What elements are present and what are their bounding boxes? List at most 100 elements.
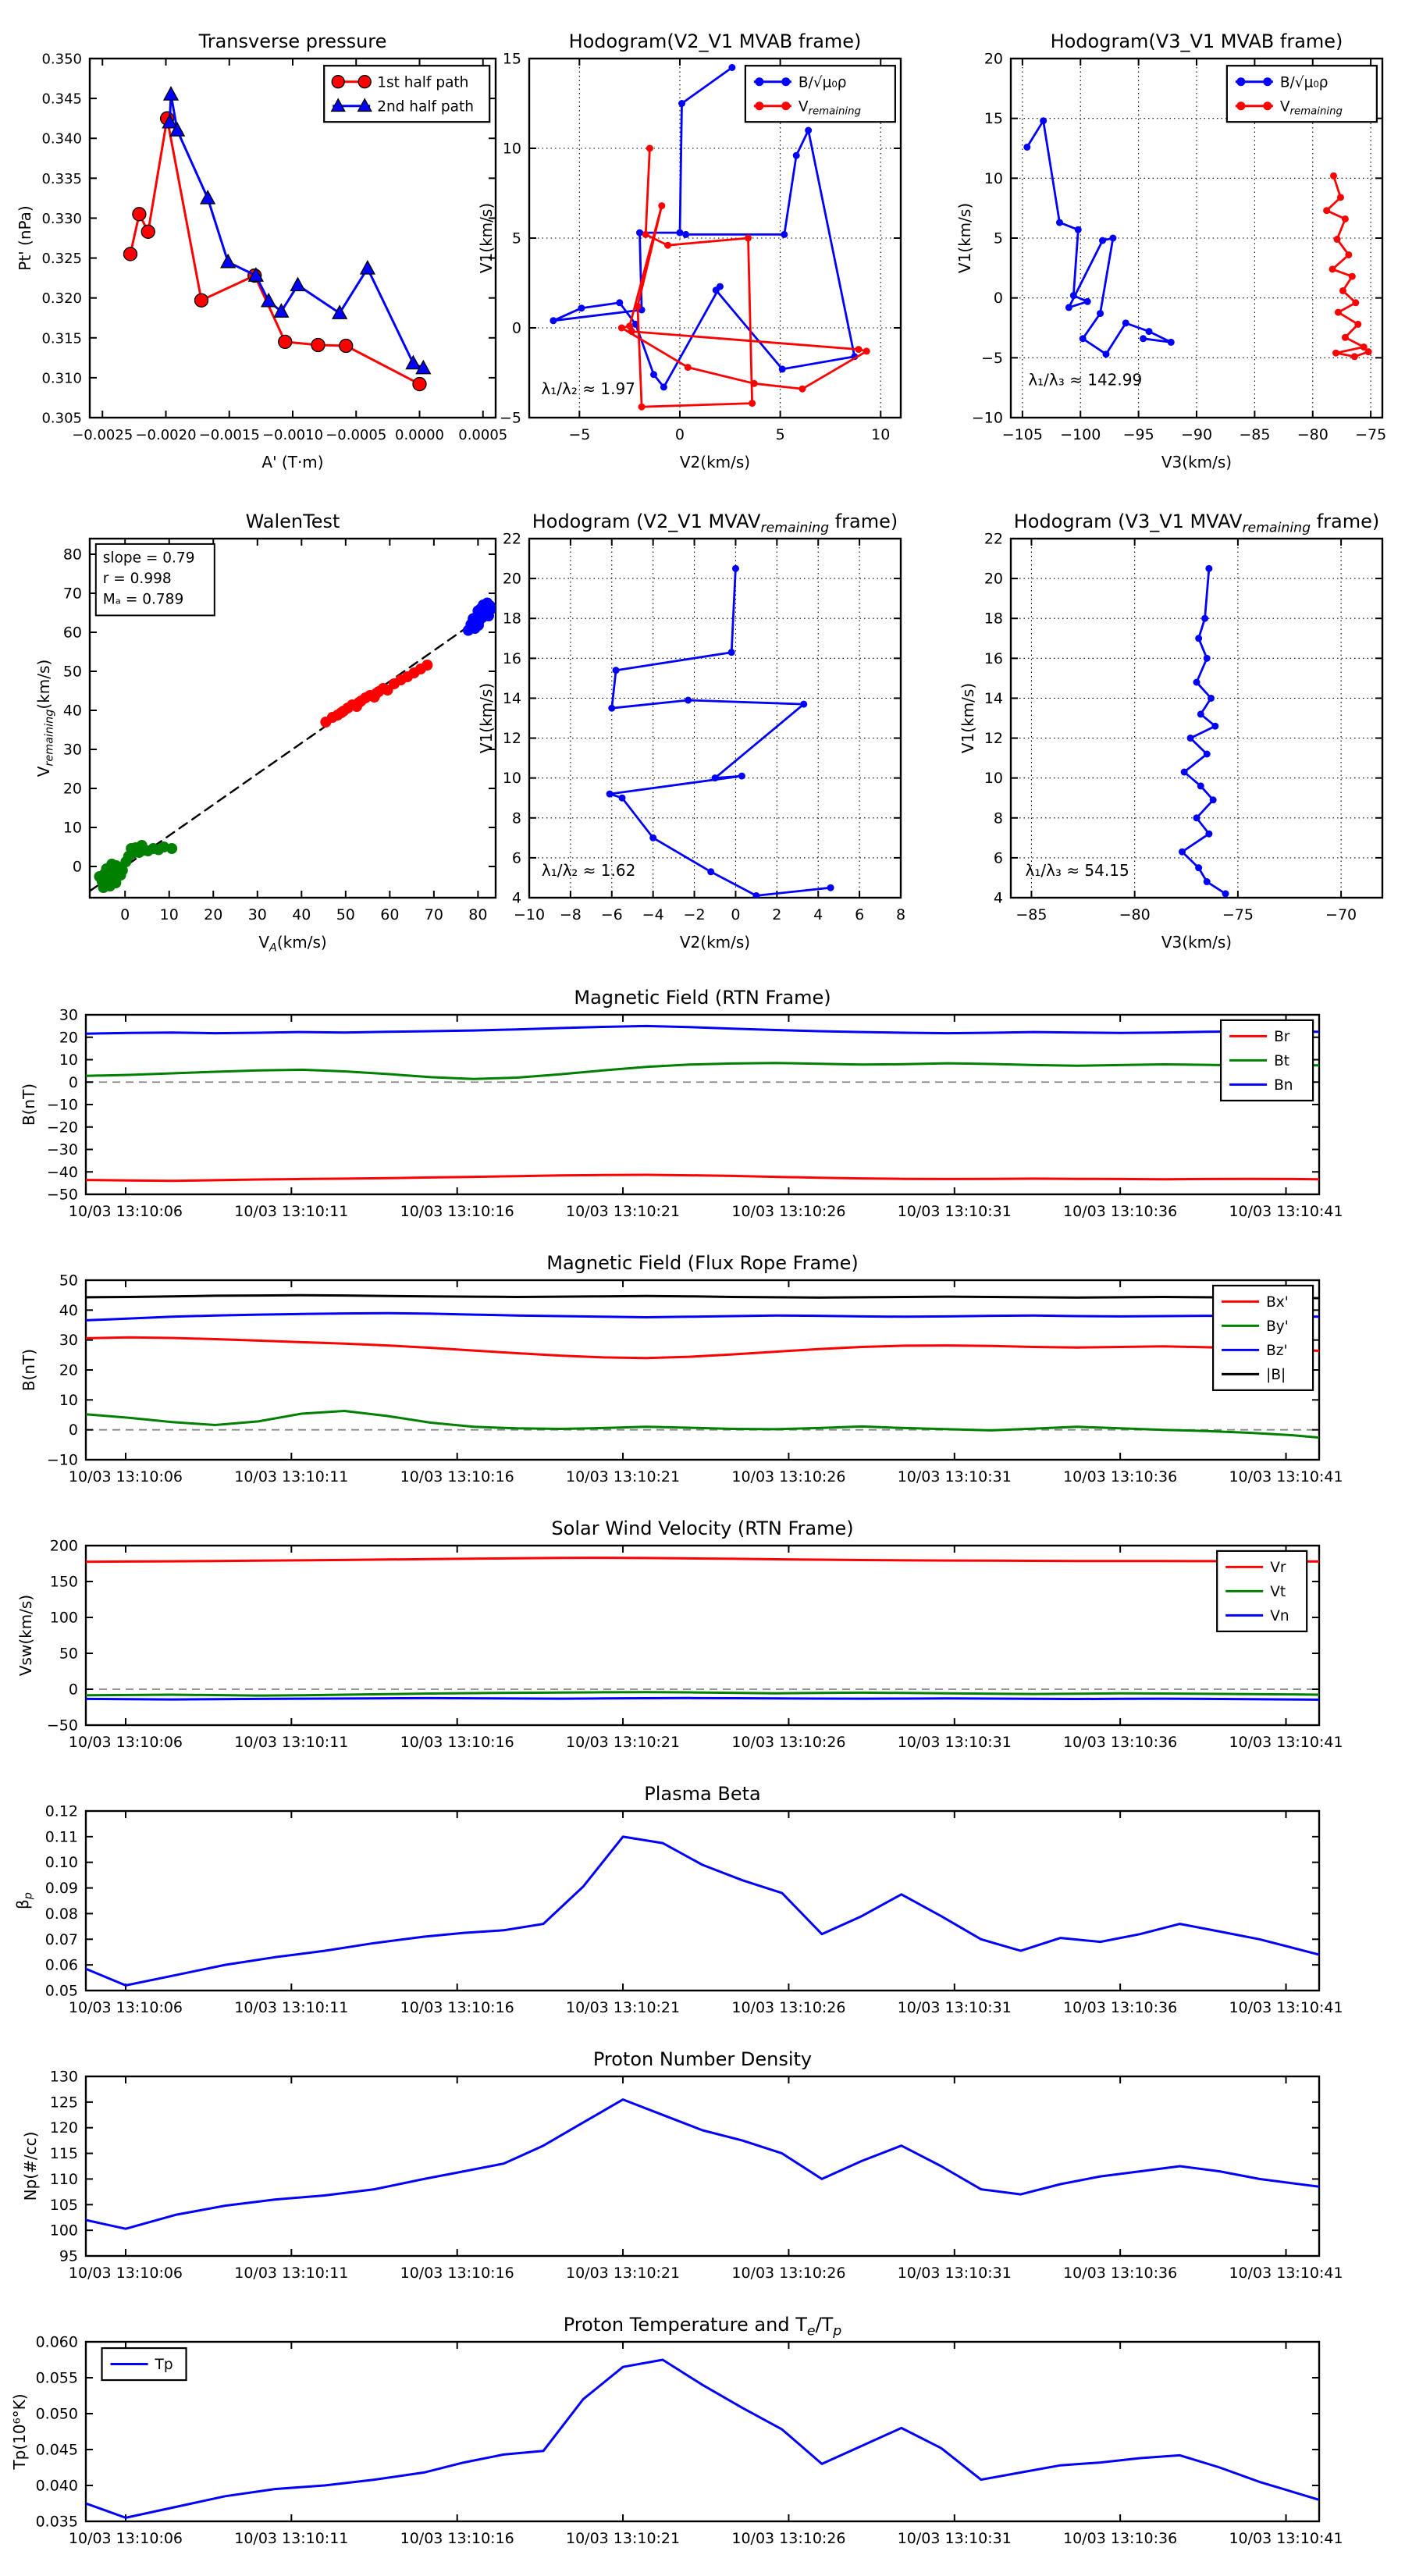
svg-text:−30: −30 <box>47 1141 78 1158</box>
hodogram-v3v1-mvab: −105 −100 −95 −90 −85 −80 −75 −10 −5 0 5 10 15 20 V3(k… <box>955 20 1405 484</box>
svg-text:6: 6 <box>512 849 521 866</box>
svg-text:−5: −5 <box>981 350 1003 367</box>
hodogram-v2v1-mvav-axes: −10 −8 −6 −4 −2 0 2 4 6 8 4 6 8 10 12 14 16 18 20 22 V2(km/s… <box>477 531 905 952</box>
plasma-beta: 10/03 13:10:06 10/03 13:10:11 10/03 13:10:… <box>4 1772 1401 2037</box>
svg-text:10/03 13:10:16: 10/03 13:10:16 <box>400 1999 514 2016</box>
svg-text:0.330: 0.330 <box>41 211 82 227</box>
svg-text:−0.0020: −0.0020 <box>135 427 196 443</box>
hodogram-v3v1-mvab-title: Hodogram(V3_V1 MVAB frame) <box>1051 30 1343 52</box>
svg-text:B/√μ₀ρ: B/√μ₀ρ <box>799 74 847 91</box>
svg-text:10/03 13:10:26: 10/03 13:10:26 <box>731 1203 845 1220</box>
hodogram-v3v1-mvab-series-v-remaining <box>1323 172 1372 361</box>
svg-text:12: 12 <box>503 730 521 747</box>
svg-text:10: 10 <box>871 426 890 443</box>
svg-text:10/03 13:10:11: 10/03 13:10:11 <box>234 1734 348 1751</box>
svg-text:20: 20 <box>59 1362 78 1379</box>
svg-text:Bz': Bz' <box>1266 1343 1288 1359</box>
svg-text:4: 4 <box>813 906 823 923</box>
svg-text:70: 70 <box>425 906 443 923</box>
magnetic-field-rtn-series-br <box>86 1173 1319 1183</box>
svg-text:0.05: 0.05 <box>45 1983 78 2000</box>
transverse-pressure-series-1st-half-path <box>123 111 427 392</box>
svg-text:V1(km/s): V1(km/s) <box>477 203 496 273</box>
svg-text:Hodogram(V2_V1 MVAB frame): Hodogram(V2_V1 MVAB frame) <box>569 30 862 52</box>
svg-text:10/03 13:10:36: 10/03 13:10:36 <box>1063 1734 1177 1751</box>
svg-text:Proton Number Density: Proton Number Density <box>593 2048 812 2070</box>
proton-temperature: 10/03 13:10:06 10/03 13:10:11 10/03 13:10:… <box>4 2303 1401 2568</box>
hodogram-v2v1-mvab-axes: −5 0 5 10 −5 0 5 10 15 V2(km/s) V1(km/s) <box>477 51 902 471</box>
svg-text:Solar Wind Velocity (RTN Frame: Solar Wind Velocity (RTN Frame) <box>551 1517 853 1539</box>
magnetic-field-rtn-series-bt <box>86 1062 1319 1080</box>
svg-text:0.340: 0.340 <box>41 131 82 148</box>
svg-text:10: 10 <box>59 1051 78 1069</box>
svg-text:Proton Temperature and Te/Tp: Proton Temperature and Te/Tp <box>564 2314 842 2339</box>
svg-text:−5: −5 <box>568 426 590 443</box>
svg-text:|B|: |B| <box>1266 1367 1286 1383</box>
proton-number-density: 10/03 13:10:06 10/03 13:10:11 10/03 13:10:… <box>4 2037 1401 2303</box>
svg-text:10/03 13:10:11: 10/03 13:10:11 <box>234 1468 348 1485</box>
svg-text:−0.0005: −0.0005 <box>325 427 386 443</box>
hodogram-v3v1-mvab-annotation: λ₁/λ₃ ≈ 142.99 <box>1028 371 1142 390</box>
svg-text:−70: −70 <box>1325 906 1357 923</box>
svg-text:50: 50 <box>63 664 82 681</box>
svg-text:0.315: 0.315 <box>41 330 82 347</box>
svg-text:10/03 13:10:06: 10/03 13:10:06 <box>69 2265 183 2282</box>
svg-text:10/03 13:10:16: 10/03 13:10:16 <box>400 2265 514 2282</box>
svg-text:50: 50 <box>59 1272 78 1290</box>
svg-text:10/03 13:10:21: 10/03 13:10:21 <box>566 1999 680 2016</box>
svg-text:130: 130 <box>50 2069 78 2086</box>
svg-text:0.06: 0.06 <box>45 1957 78 1974</box>
solar-wind-velocity-rtn-series-vt <box>86 1691 1319 1697</box>
svg-text:Tp(10⁶°K): Tp(10⁶°K) <box>10 2393 29 2470</box>
svg-text:10/03 13:10:36: 10/03 13:10:36 <box>1063 2530 1177 2547</box>
svg-text:10/03 13:10:06: 10/03 13:10:06 <box>69 1734 183 1751</box>
svg-text:10/03 13:10:06: 10/03 13:10:06 <box>69 1999 183 2016</box>
svg-text:0.060: 0.060 <box>36 2334 78 2351</box>
svg-text:−10: −10 <box>972 410 1003 427</box>
svg-text:Hodogram (V2_V1 MVAVremaining: Hodogram (V2_V1 MVAVremaining frame) <box>532 511 898 535</box>
transverse-pressure-series-2nd-half-path <box>162 86 432 375</box>
svg-text:Vn: Vn <box>1270 1608 1289 1624</box>
svg-text:1st half path: 1st half path <box>377 74 468 91</box>
svg-text:0: 0 <box>73 859 82 876</box>
svg-text:10/03 13:10:21: 10/03 13:10:21 <box>566 1203 680 1220</box>
svg-text:10/03 13:10:16: 10/03 13:10:16 <box>400 1468 514 1485</box>
svg-text:10/03 13:10:41: 10/03 13:10:41 <box>1229 2530 1343 2547</box>
svg-text:−4: −4 <box>642 906 664 923</box>
solar-wind-velocity-rtn-title: Solar Wind Velocity (RTN Frame) <box>551 1517 853 1539</box>
svg-text:βp: βp <box>13 1892 34 1909</box>
svg-text:Vr: Vr <box>1270 1560 1286 1576</box>
svg-text:95: 95 <box>59 2248 78 2265</box>
solar-wind-velocity-rtn-legend: Vr Vt Vn <box>1216 1550 1308 1633</box>
hodogram-v3v1-mvav-title: Hodogram (V3_V1 MVAVremaining frame) <box>1014 511 1380 535</box>
hodogram-v2v1-mvab-title: Hodogram(V2_V1 MVAB frame) <box>569 30 862 52</box>
svg-text:−90: −90 <box>1181 426 1212 443</box>
svg-text:50: 50 <box>59 1646 78 1663</box>
svg-text:10/03 13:10:06: 10/03 13:10:06 <box>69 1203 183 1220</box>
svg-text:10/03 13:10:41: 10/03 13:10:41 <box>1229 2265 1343 2282</box>
hodogram-v3v1-mvab-legend: B/√μ₀ρ Vremaining <box>1225 65 1378 123</box>
svg-text:B(nT): B(nT) <box>20 1349 38 1391</box>
svg-text:30: 30 <box>59 1332 78 1349</box>
svg-text:10: 10 <box>59 1392 78 1409</box>
svg-text:10/03 13:10:21: 10/03 13:10:21 <box>566 2530 680 2547</box>
svg-text:10: 10 <box>984 770 1003 787</box>
svg-text:10/03 13:10:21: 10/03 13:10:21 <box>566 2265 680 2282</box>
svg-text:−10: −10 <box>47 1097 78 1114</box>
svg-text:10/03 13:10:16: 10/03 13:10:16 <box>400 2530 514 2547</box>
svg-text:−20: −20 <box>47 1119 78 1136</box>
svg-text:Vremaining: Vremaining <box>799 98 861 117</box>
svg-text:10: 10 <box>503 141 521 158</box>
svg-text:20: 20 <box>984 571 1003 588</box>
svg-text:10/03 13:10:26: 10/03 13:10:26 <box>731 2265 845 2282</box>
svg-text:0.050: 0.050 <box>36 2406 78 2423</box>
svg-text:−0.0025: −0.0025 <box>72 427 133 443</box>
svg-text:10/03 13:10:06: 10/03 13:10:06 <box>69 1468 183 1485</box>
svg-text:8: 8 <box>512 809 521 827</box>
svg-text:10/03 13:10:36: 10/03 13:10:36 <box>1063 1999 1177 2016</box>
svg-text:−8: −8 <box>560 906 582 923</box>
svg-text:22: 22 <box>984 531 1003 548</box>
svg-text:120: 120 <box>50 2119 78 2137</box>
svg-text:10: 10 <box>984 170 1003 187</box>
